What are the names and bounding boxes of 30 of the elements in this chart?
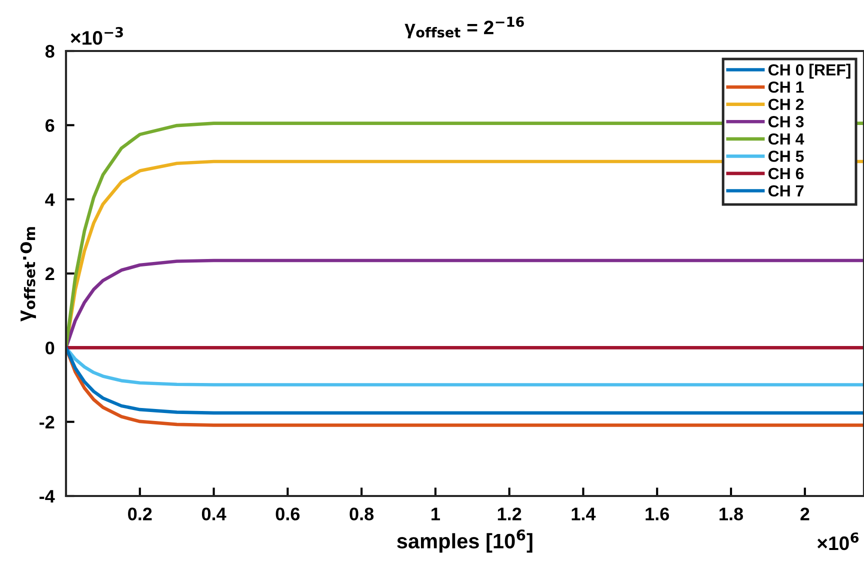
x-tick-label: 1.4 xyxy=(572,508,596,520)
legend-label: CH 1 xyxy=(768,81,804,93)
x-tick-label: 0.6 xyxy=(276,508,300,520)
x-tick-label: 0.4 xyxy=(202,508,226,520)
x-tick-label: 1 xyxy=(432,508,440,520)
y-tick-label: 8 xyxy=(45,44,54,58)
chart-title: γ$_{offset}$ = 2$^{−16}$ xyxy=(404,16,524,38)
x-axis-title: samples [10$^{6}$] xyxy=(397,530,532,553)
y-axis-title: γ$_{offset}$·o$_{m}$ xyxy=(20,227,36,322)
legend-label: CH 0 [REF] xyxy=(768,64,850,79)
y-tick-label: -2 xyxy=(40,416,54,428)
legend-label: CH 7 xyxy=(768,185,804,197)
y-tick-label: 4 xyxy=(45,193,55,206)
legend-label: CH 5 xyxy=(768,150,804,162)
x-tick-label: 1.2 xyxy=(498,508,522,520)
text: ×10$^{6}$ xyxy=(817,532,859,550)
x-tick-label: 2 xyxy=(800,508,810,520)
legend-label: CH 6 xyxy=(768,168,804,180)
legend-label: CH 3 xyxy=(768,116,804,128)
legend-label: CH 4 xyxy=(768,133,804,145)
y-tick-label: 0 xyxy=(46,342,54,354)
y-tick-label: 6 xyxy=(46,119,54,132)
x-tick-label: 0.8 xyxy=(350,508,374,520)
x-tick-label: 1.8 xyxy=(720,508,743,520)
x-tick-label: 0.2 xyxy=(128,508,152,520)
y-tick-label: 2 xyxy=(45,267,54,280)
y-tick-label: -4 xyxy=(40,490,55,503)
text: ×10$^{−3}$ xyxy=(70,27,123,45)
legend-label: CH 2 xyxy=(768,98,804,110)
x-tick-label: 1.6 xyxy=(646,508,670,520)
